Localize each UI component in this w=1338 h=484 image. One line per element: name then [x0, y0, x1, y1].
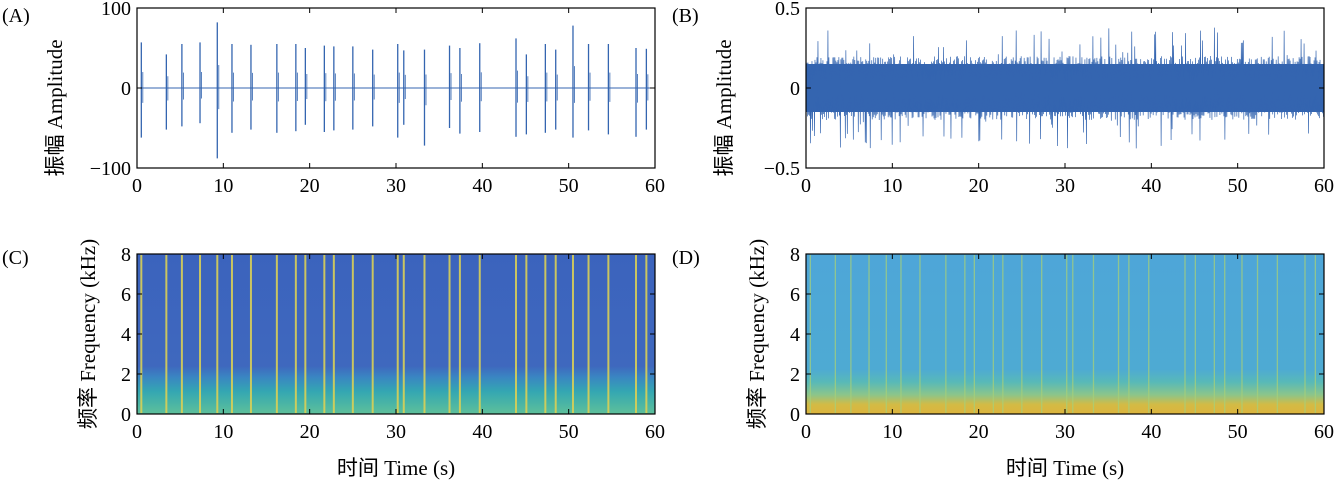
y-tick-label: −0.5 — [764, 158, 800, 180]
x-tick-label: 30 — [386, 175, 406, 197]
x-tick-label: 60 — [645, 175, 665, 197]
y-tick-label: 0.5 — [775, 0, 800, 20]
spectrogram-d-events — [809, 255, 1317, 413]
y-tick-label: 0 — [121, 78, 131, 100]
signal-b — [806, 27, 1324, 149]
panel-label-b: (B) — [672, 5, 699, 27]
x-tick-label: 60 — [1314, 421, 1334, 443]
xlabel-d: 时间 Time (s) — [1006, 456, 1124, 480]
y-tick-label: 8 — [790, 244, 800, 266]
panel-label-d: (D) — [672, 247, 700, 269]
panel-label-c: (C) — [2, 247, 29, 269]
y-ticks-d: 0 2 4 6 8 — [790, 244, 1324, 426]
x-tick-label: 0 — [132, 421, 142, 443]
y-tick-label: 0 — [790, 78, 800, 100]
panel-b: (B) 振幅 Amplitude 0 10 20 30 40 50 60 0.50−0.5 — [672, 0, 1334, 197]
y-tick-label: 4 — [790, 324, 800, 346]
y-ticks-b: 0.5 0 −0.5 — [764, 0, 1324, 180]
x-tick-label: 20 — [969, 421, 989, 443]
x-tick-label: 10 — [213, 175, 233, 197]
x-tick-label: 50 — [559, 175, 579, 197]
x-tick-label: 10 — [882, 421, 902, 443]
panel-label-a: (A) — [2, 5, 30, 27]
x-tick-label: 30 — [386, 421, 406, 443]
y-tick-label: 0 — [790, 404, 800, 426]
x-tick-label: 20 — [300, 175, 320, 197]
y-tick-label: 6 — [790, 284, 800, 306]
x-tick-label: 40 — [1141, 421, 1161, 443]
x-ticks-d: 0 10 20 30 40 50 60 — [801, 254, 1334, 443]
spectrogram-d-background — [806, 254, 1324, 414]
x-ticks-c: 0 10 20 30 40 50 60 — [132, 254, 665, 443]
panel-c: (C) 频率 Frequency (kHz) 0 10 20 30 40 50 60 0 2 4… — [2, 239, 665, 480]
x-tick-label: 20 — [969, 175, 989, 197]
spectrogram-c-background — [137, 254, 655, 414]
y-tick-label: 100 — [101, 0, 131, 20]
ylabel-d: 频率 Frequency (kHz) — [745, 239, 769, 429]
x-ticks-b: 0 10 20 30 40 50 60 — [801, 8, 1334, 197]
x-tick-label: 50 — [559, 421, 579, 443]
x-tick-label: 30 — [1055, 175, 1075, 197]
x-tick-label: 30 — [1055, 421, 1075, 443]
xlabel-c: 时间 Time (s) — [337, 456, 455, 480]
signal-a — [137, 22, 655, 159]
x-tick-label: 40 — [472, 175, 492, 197]
y-tick-label: −100 — [90, 158, 131, 180]
x-tick-label: 0 — [801, 175, 811, 197]
x-tick-label: 0 — [801, 421, 811, 443]
x-tick-label: 50 — [1228, 175, 1248, 197]
y-ticks-a: 100 0 −100 — [90, 0, 655, 180]
panel-d: (D) 频率 Frequency (kHz) 0 10 20 30 40 50 60 0 2 4… — [672, 239, 1334, 480]
y-ticks-c: 0 2 4 6 8 — [121, 244, 655, 426]
x-tick-label: 40 — [1141, 175, 1161, 197]
x-ticks-a: 0 10 20 30 40 50 60 — [132, 8, 665, 197]
x-tick-label: 60 — [1314, 175, 1334, 197]
ylabel-b: 振幅 Amplitude — [712, 39, 736, 176]
ylabel-a: 振幅 Amplitude — [43, 39, 67, 176]
spectrogram-c-events — [140, 255, 648, 413]
ylabel-c: 频率 Frequency (kHz) — [76, 239, 100, 429]
y-tick-label: 4 — [121, 324, 131, 346]
y-tick-label: 0 — [121, 404, 131, 426]
y-tick-label: 6 — [121, 284, 131, 306]
y-tick-label: 8 — [121, 244, 131, 266]
x-tick-label: 60 — [645, 421, 665, 443]
x-tick-label: 10 — [882, 175, 902, 197]
signal-trace — [806, 27, 1324, 149]
x-tick-label: 40 — [472, 421, 492, 443]
x-tick-label: 50 — [1228, 421, 1248, 443]
y-tick-label: 2 — [121, 364, 131, 386]
x-tick-label: 10 — [213, 421, 233, 443]
x-tick-label: 20 — [300, 421, 320, 443]
y-tick-label: 2 — [790, 364, 800, 386]
x-tick-label: 0 — [132, 175, 142, 197]
